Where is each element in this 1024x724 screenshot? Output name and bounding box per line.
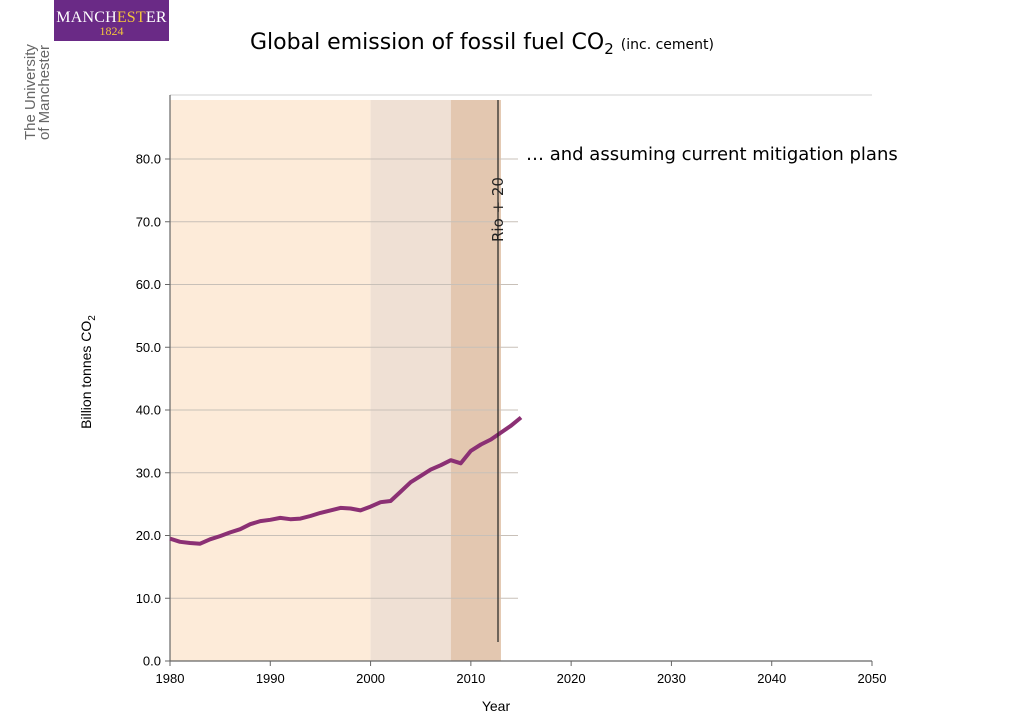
chart-labels: Rio + 20 … and assuming current mitigatio… bbox=[78, 100, 898, 714]
series-lines bbox=[169, 415, 523, 546]
y-tick-label: 30.0 bbox=[136, 465, 161, 480]
x-tick-label: 2050 bbox=[858, 671, 887, 686]
period-bands bbox=[170, 100, 501, 661]
university-logo: MANCHESTER 1824 bbox=[54, 0, 169, 41]
y-tick-label: 20.0 bbox=[136, 528, 161, 543]
x-tick-label: 2030 bbox=[657, 671, 686, 686]
logo-wordmark: MANCHESTER bbox=[56, 9, 167, 26]
logo-year: 1824 bbox=[99, 24, 124, 38]
rio-label: Rio + 20 bbox=[489, 177, 507, 242]
university-side-text: The University of Manchester bbox=[22, 44, 53, 140]
gridlines bbox=[170, 94, 872, 599]
y-tick-label: 60.0 bbox=[136, 277, 161, 292]
x-tick-label: 1980 bbox=[156, 671, 185, 686]
side-text-line1: The University bbox=[22, 44, 39, 140]
side-text-line2: of Manchester bbox=[36, 45, 53, 140]
period-band bbox=[450, 100, 501, 661]
x-tick-label: 2010 bbox=[456, 671, 485, 686]
y-axis-label: Billion tonnes CO2 bbox=[78, 315, 98, 429]
y-tick-label: 10.0 bbox=[136, 591, 161, 606]
y-tick-label: 80.0 bbox=[136, 152, 161, 167]
axes: 0.0 10.0 20.0 30.0 40.0 50.0 60.0 70.0 80.0 1980 1… bbox=[136, 95, 887, 686]
x-tick-label: 2000 bbox=[356, 671, 385, 686]
emissions-line bbox=[169, 415, 523, 546]
x-tick-label: 2020 bbox=[557, 671, 586, 686]
x-tick-label: 2040 bbox=[757, 671, 786, 686]
x-tick-label: 1990 bbox=[256, 671, 285, 686]
y-tick-label: 50.0 bbox=[136, 340, 161, 355]
y-tick-label: 70.0 bbox=[136, 214, 161, 229]
y-tick-label: 40.0 bbox=[136, 403, 161, 418]
period-band bbox=[370, 100, 451, 661]
title-note: (inc. cement) bbox=[620, 37, 714, 53]
mitigation-annotation: … and assuming current mitigation plans bbox=[526, 144, 898, 165]
chart-title: Global emission of fossil fuel CO2 (inc.… bbox=[250, 30, 714, 58]
period-band bbox=[170, 100, 371, 661]
y-tick-label: 0.0 bbox=[143, 654, 161, 669]
x-axis-label: Year bbox=[482, 698, 511, 714]
